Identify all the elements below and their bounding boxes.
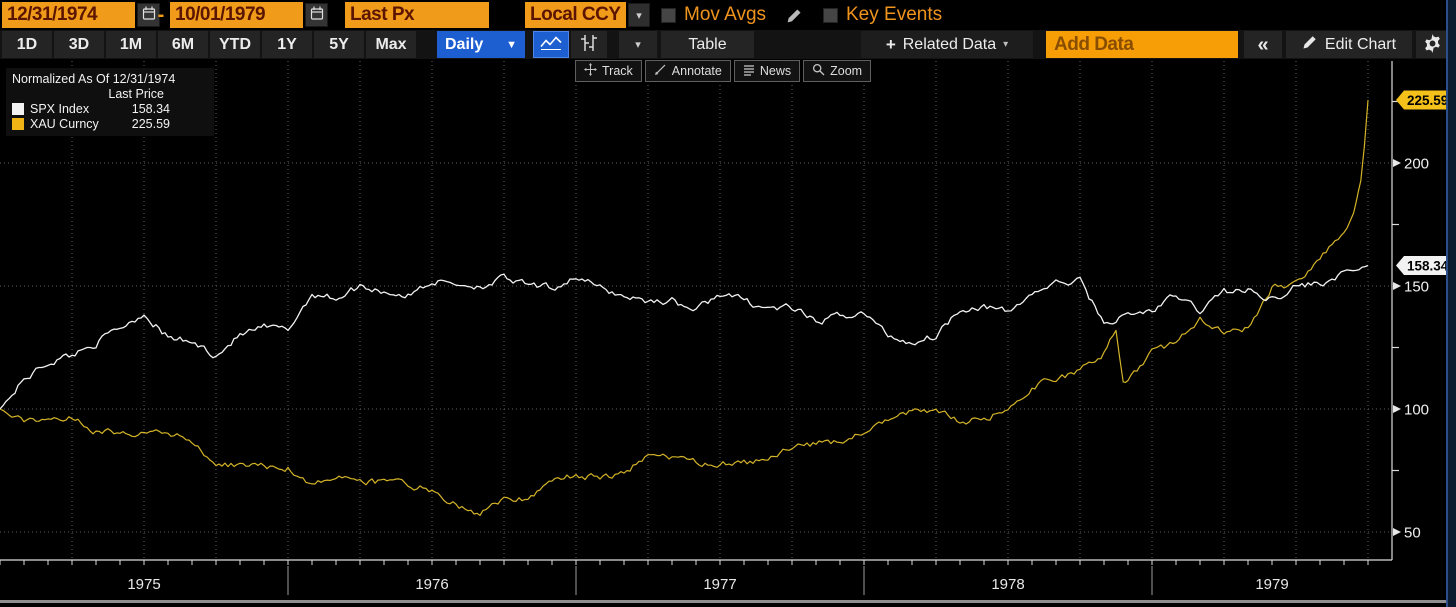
add-data-input[interactable]: Add Data xyxy=(1046,31,1238,58)
mov-avgs-checkbox[interactable] xyxy=(661,8,676,23)
date-range-separator: - xyxy=(157,4,165,26)
series-last-price: 225.59 xyxy=(131,117,170,131)
x-year-label: 1977 xyxy=(703,576,736,593)
related-data-button[interactable]: + Related Data ▾ xyxy=(861,31,1033,58)
chart-settings-gear-button[interactable] xyxy=(1416,31,1448,58)
chevron-down-icon: ▾ xyxy=(1003,39,1009,50)
calendar-icon xyxy=(142,6,156,24)
range-tab-5y[interactable]: 5Y xyxy=(314,31,364,58)
spx-index-line xyxy=(0,264,1369,410)
range-tab-1m[interactable]: 1M xyxy=(106,31,156,58)
track-icon xyxy=(584,63,597,79)
range-tab-3d[interactable]: 3D xyxy=(54,31,104,58)
x-year-label: 1978 xyxy=(991,576,1024,593)
key-events-label: Key Events xyxy=(846,4,943,25)
end-date-input[interactable]: 10/01/1979 xyxy=(170,2,303,28)
range-tab-max[interactable]: Max xyxy=(366,31,416,58)
range-tab-1d[interactable]: 1D xyxy=(2,31,52,58)
chart-settings-bar: 12/31/1974 - 10/01/1979 Last Px Local CC… xyxy=(0,0,1456,30)
y-tick-arrow xyxy=(1393,282,1401,290)
range-tab-1y[interactable]: 1Y xyxy=(262,31,312,58)
y-tick-arrow xyxy=(1393,405,1401,413)
gear-icon xyxy=(1423,33,1442,56)
y-tick-label: 100 xyxy=(1404,402,1429,419)
bottom-resize-bar[interactable] xyxy=(0,600,1446,603)
last-price-flag-value: 225.59 xyxy=(1407,93,1448,108)
series-swatch xyxy=(12,118,24,130)
legend-row: SPX Index 158.34 xyxy=(12,102,170,116)
x-year-label: 1979 xyxy=(1255,576,1288,593)
series-name: XAU Curncy xyxy=(30,117,99,131)
edit-chart-label: Edit Chart xyxy=(1324,35,1397,53)
legend-title: Normalized As Of 12/31/1974 xyxy=(12,72,176,86)
calendar-icon xyxy=(310,6,324,24)
chevron-down-icon: ▼ xyxy=(506,38,517,51)
chart-type-dropdown-button[interactable]: ▾ xyxy=(619,31,657,58)
currency-field[interactable]: Local CCY xyxy=(525,2,626,28)
legend-column-header: Last Price xyxy=(108,87,164,101)
pencil-icon xyxy=(1302,34,1318,55)
x-year-label: 1976 xyxy=(415,576,448,593)
bar-chart-type-button[interactable] xyxy=(571,31,607,58)
range-tabs: 1D 3D 1M 6M YTD 1Y 5Y Max xyxy=(2,31,416,58)
tool-label: Zoom xyxy=(830,64,863,78)
annotate-icon xyxy=(654,63,667,79)
right-edge-scrollbar[interactable] xyxy=(1446,0,1456,607)
series-last-price: 158.34 xyxy=(131,102,170,116)
collapse-panel-button[interactable]: « xyxy=(1244,31,1282,58)
range-tab-6m[interactable]: 6M xyxy=(158,31,208,58)
chart-floating-toolbar: Track Annotate News Zoom xyxy=(575,60,872,82)
x-year-label: 1975 xyxy=(127,576,160,593)
y-tick-label: 50 xyxy=(1404,525,1421,542)
tool-label: News xyxy=(759,64,792,78)
start-date-calendar-button[interactable] xyxy=(137,3,160,27)
news-tool-button[interactable]: News xyxy=(733,60,801,82)
period-dropdown[interactable]: Daily ▼ xyxy=(437,31,525,58)
currency-dropdown-button[interactable]: ▾ xyxy=(628,3,650,27)
chart-area[interactable]: 50 100 150 200 1975 1976 1977 1978 1979 225.59 158… xyxy=(0,59,1456,607)
table-button[interactable]: Table xyxy=(661,31,754,58)
period-label: Daily xyxy=(445,35,484,53)
related-data-label: Related Data xyxy=(902,35,997,53)
news-icon xyxy=(743,64,755,79)
legend-row: XAU Curncy 225.59 xyxy=(12,117,170,131)
range-tab-ytd[interactable]: YTD xyxy=(210,31,260,58)
y-tick-arrow xyxy=(1393,159,1401,167)
end-date-calendar-button[interactable] xyxy=(305,3,328,27)
last-price-flag xyxy=(1396,90,1446,110)
track-tool-button[interactable]: Track xyxy=(575,60,642,82)
last-price-flag xyxy=(1396,255,1446,275)
y-tick-arrow xyxy=(1393,528,1401,536)
chart-nav-bar: 1D 3D 1M 6M YTD 1Y 5Y Max Daily ▼ ▾ Table + Rel… xyxy=(0,30,1456,59)
plus-icon: + xyxy=(885,34,896,54)
line-chart-icon xyxy=(539,35,563,54)
ohlc-bars-icon xyxy=(578,34,600,55)
zoom-tool-button[interactable]: Zoom xyxy=(803,60,872,82)
line-chart-type-button[interactable] xyxy=(533,31,569,58)
price-type-field[interactable]: Last Px xyxy=(345,2,489,28)
edit-chart-button[interactable]: Edit Chart xyxy=(1286,31,1412,58)
key-events-checkbox[interactable] xyxy=(823,8,838,23)
last-price-flag-value: 158.34 xyxy=(1407,258,1449,273)
tool-label: Track xyxy=(602,64,633,78)
zoom-icon xyxy=(812,63,825,79)
mov-avgs-edit-icon[interactable] xyxy=(786,7,803,29)
y-tick-label: 150 xyxy=(1404,279,1429,296)
chart-legend: Normalized As Of 12/31/1974 Last Price S… xyxy=(6,68,214,136)
series-name: SPX Index xyxy=(30,102,90,116)
series-swatch xyxy=(12,103,24,115)
tool-label: Annotate xyxy=(671,64,722,78)
start-date-input[interactable]: 12/31/1974 xyxy=(2,2,135,28)
xau-curncy-line xyxy=(0,99,1369,516)
annotate-tool-button[interactable]: Annotate xyxy=(644,60,731,82)
mov-avgs-label: Mov Avgs xyxy=(684,4,767,25)
y-tick-label: 200 xyxy=(1404,156,1429,173)
